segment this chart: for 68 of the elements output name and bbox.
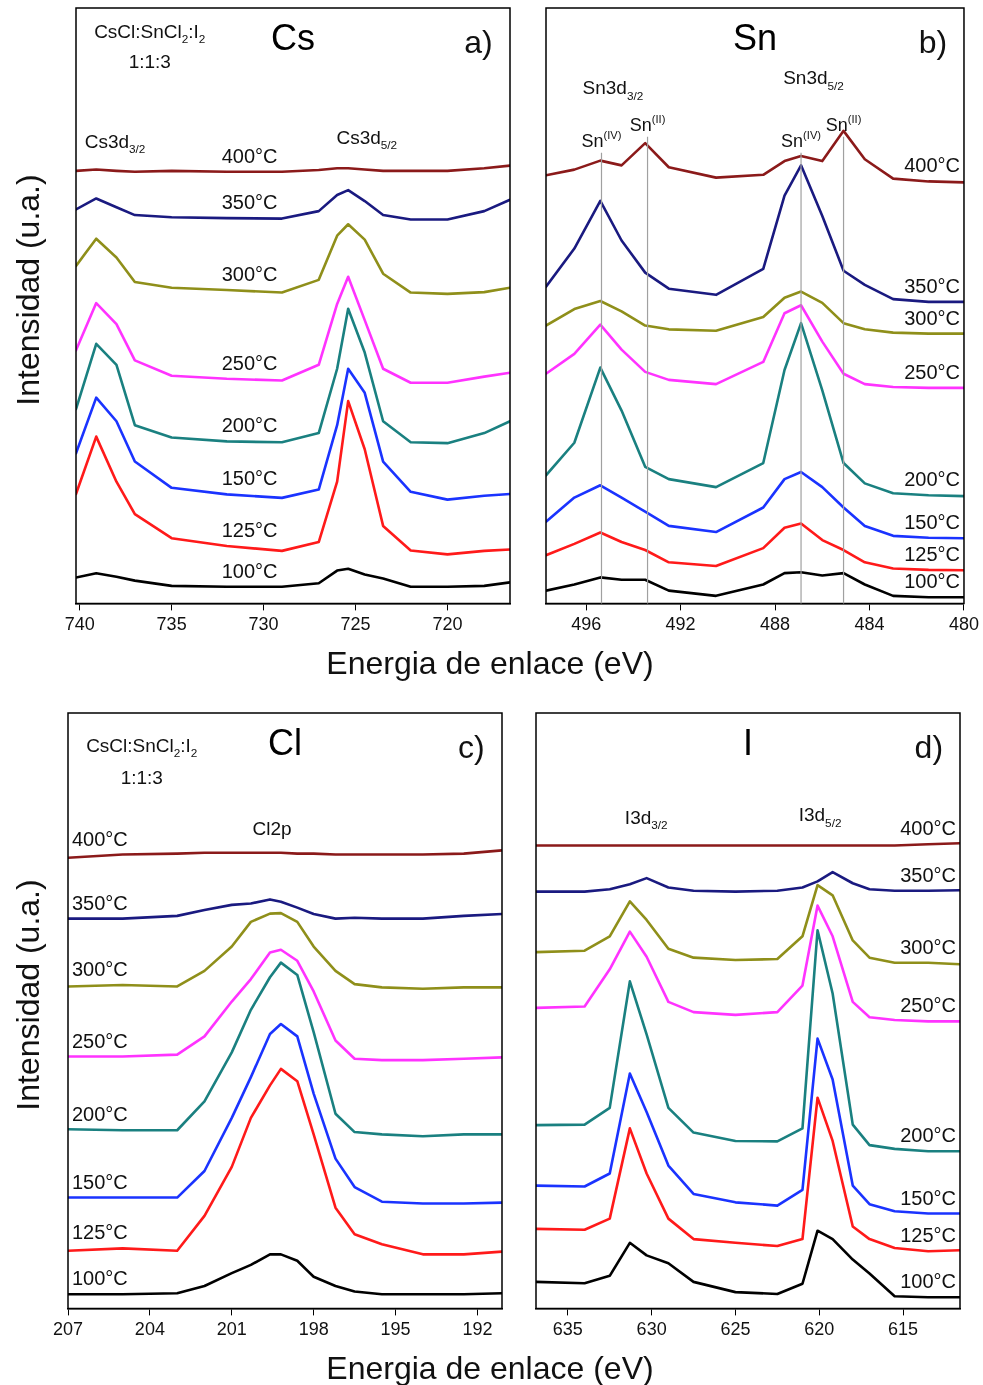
series-label: 400°C — [72, 827, 128, 850]
series-label: 300°C — [904, 306, 960, 329]
x-tick-label: 480 — [948, 614, 980, 635]
x-tick-label: 496 — [571, 614, 602, 635]
x-tick-label: 630 — [636, 1319, 667, 1340]
series-label: 300°C — [900, 935, 956, 958]
series-label: 125°C — [900, 1224, 956, 1247]
x-axis-title: Energia de enlace (eV) — [326, 645, 654, 682]
chart-title: Sn — [732, 17, 778, 58]
x-tick-label: 620 — [804, 1319, 835, 1340]
x-tick-label: 740 — [64, 614, 95, 635]
series-label: 400°C — [904, 154, 960, 177]
x-tick-label: 204 — [134, 1319, 165, 1340]
series-label: 125°C — [904, 542, 960, 565]
chart-title: Cl — [268, 722, 302, 763]
series-label: 350°C — [72, 891, 128, 914]
text: Cl2p — [252, 818, 292, 840]
series-label: 150°C — [900, 1186, 956, 1209]
series-label: 350°C — [900, 863, 956, 886]
series-label: 250°C — [72, 1029, 128, 1052]
text: a) — [464, 23, 493, 60]
series-label: 100°C — [904, 570, 960, 593]
text: b) — [918, 23, 948, 60]
series-label: 250°C — [221, 351, 278, 374]
x-tick-label: 198 — [298, 1319, 329, 1340]
x-tick-label: 492 — [665, 614, 696, 635]
series-label: 150°C — [904, 510, 960, 533]
x-tick-label: 484 — [854, 614, 885, 635]
series-label: 100°C — [221, 559, 278, 582]
series-label: 125°C — [221, 519, 278, 542]
series-label: 400°C — [900, 817, 956, 840]
x-tick-label: 615 — [888, 1319, 919, 1340]
series-label: 300°C — [221, 262, 278, 285]
series-label: 350°C — [904, 274, 960, 297]
text: d) — [914, 728, 944, 765]
x-tick-label: 192 — [462, 1319, 493, 1340]
series-label: 250°C — [904, 360, 960, 383]
series-label: 300°C — [72, 958, 128, 981]
x-tick-label: 207 — [52, 1319, 84, 1340]
x-axis-title: Energia de enlace (eV) — [326, 1350, 654, 1385]
text: 1:1:3 — [128, 50, 171, 72]
x-tick-label: 201 — [216, 1319, 247, 1340]
text: c) — [457, 728, 485, 765]
y-axis-title: Intensidad (u.a.) — [9, 174, 47, 406]
x-tick-label: 625 — [720, 1319, 751, 1340]
series-label: 200°C — [72, 1103, 128, 1126]
series-label: 100°C — [900, 1270, 956, 1293]
series-label: 400°C — [221, 144, 278, 167]
chart-title: I — [743, 722, 754, 763]
series-label: 200°C — [900, 1124, 956, 1147]
series-label: 350°C — [221, 191, 278, 214]
x-tick-label: 735 — [156, 614, 187, 635]
series-label: 200°C — [904, 468, 960, 491]
series-label: 200°C — [221, 414, 278, 437]
series-label: 250°C — [900, 994, 956, 1017]
series-label: 125°C — [72, 1221, 128, 1244]
x-tick-label: 635 — [552, 1319, 583, 1340]
x-tick-label: 730 — [248, 614, 279, 635]
series-label: 100°C — [72, 1267, 128, 1290]
x-tick-label: 488 — [760, 614, 791, 635]
chart-title: Cs — [271, 17, 315, 58]
x-tick-label: 720 — [432, 614, 463, 635]
y-axis-title: Intensidad (u.a.) — [9, 879, 47, 1111]
x-tick-label: 725 — [340, 614, 371, 635]
series-label: 150°C — [72, 1170, 128, 1193]
series-label: 150°C — [221, 467, 278, 490]
text: 1:1:3 — [120, 767, 163, 789]
x-tick-label: 195 — [380, 1319, 411, 1340]
